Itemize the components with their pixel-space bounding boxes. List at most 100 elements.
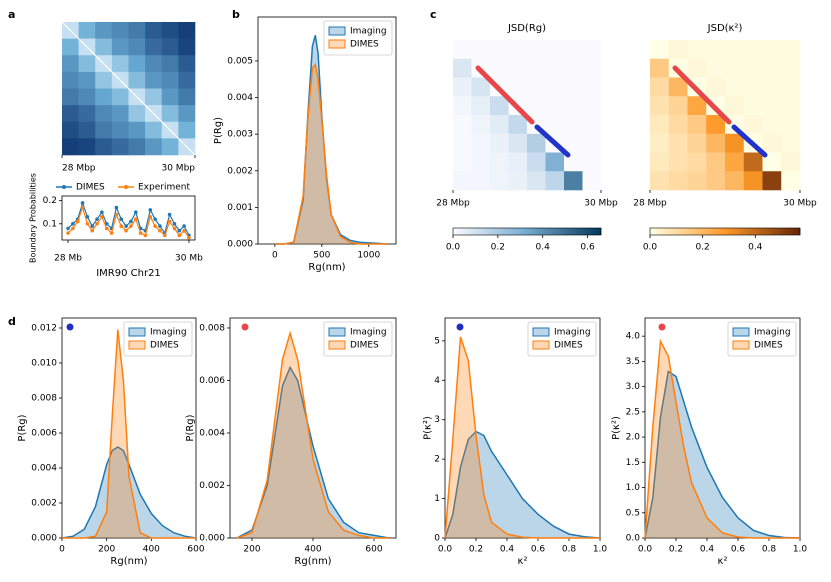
heatmap-cell xyxy=(582,115,602,135)
colorbar-segment xyxy=(795,228,798,235)
colorbar-segment xyxy=(685,228,688,235)
data-point xyxy=(129,224,133,228)
heatmap-cell xyxy=(161,105,179,123)
colorbar-tick-label: 0.4 xyxy=(748,243,763,253)
y-tick-label: 0.1 xyxy=(43,219,57,229)
colorbar-segment xyxy=(652,228,656,235)
region-strip xyxy=(731,124,768,158)
data-point xyxy=(119,217,124,221)
colorbar-segment xyxy=(775,228,778,235)
data-point xyxy=(138,231,143,235)
colorbar-segment xyxy=(541,228,545,235)
data-point xyxy=(172,226,177,231)
legend-label: DIMES xyxy=(754,341,783,351)
heatmap-cell xyxy=(706,77,726,97)
legend-label: DIMES xyxy=(150,341,179,351)
colorbar-segment xyxy=(765,228,768,235)
heatmap-cell xyxy=(781,171,801,191)
y-tick-label: 0.002 xyxy=(199,481,225,491)
heatmap-cell xyxy=(743,171,763,191)
density-line xyxy=(444,336,600,539)
data-point xyxy=(124,224,128,228)
heatmap-cell xyxy=(145,71,163,89)
data-point xyxy=(100,215,104,219)
density-area xyxy=(645,341,800,538)
x-tick-label: 400 xyxy=(304,545,321,555)
heatmap-cell xyxy=(687,58,707,78)
data-point xyxy=(148,215,153,219)
x-tick-label: 400 xyxy=(143,545,160,555)
plot-frame xyxy=(61,195,196,241)
heatmap-cell xyxy=(725,40,745,60)
legend-label: Experiment xyxy=(138,183,190,193)
legend-label: Imaging xyxy=(554,328,591,338)
heatmap-cell xyxy=(527,171,546,191)
colorbar-segment xyxy=(573,228,577,235)
y-tick-label: 0.0 xyxy=(626,534,641,544)
heatmap-cell xyxy=(564,171,583,191)
heatmap-cell xyxy=(743,115,763,135)
heatmap-cell xyxy=(128,22,146,39)
x-axis-label: Rg(nm) xyxy=(294,556,331,567)
data-point xyxy=(104,226,109,231)
colorbar-tick-label: 0.0 xyxy=(643,243,658,253)
colorbar-segment xyxy=(740,228,743,235)
colorbar-segment xyxy=(509,228,513,235)
colorbar-segment xyxy=(576,228,580,235)
heatmap-cell xyxy=(582,96,602,116)
colorbar-segment xyxy=(490,228,493,235)
colorbar-segment xyxy=(725,228,728,235)
heatmap-cell xyxy=(111,22,129,39)
colorbar-segment xyxy=(745,228,748,235)
heatmap-cell xyxy=(582,171,602,191)
colorbar-segment xyxy=(551,228,555,235)
colorbar-segment xyxy=(561,228,565,235)
colorbar-segment xyxy=(467,228,471,235)
heatmap-cell xyxy=(762,96,782,116)
heatmap-cell xyxy=(111,55,129,73)
colorbar-segment xyxy=(564,228,567,235)
heatmap-cell xyxy=(762,115,782,135)
data-point xyxy=(148,208,153,212)
x-tick-label: 200 xyxy=(98,545,115,555)
colorbar-segment xyxy=(722,228,726,235)
colorbar-segment xyxy=(717,228,721,235)
colorbar-segment xyxy=(522,228,525,235)
heatmap-cell xyxy=(582,40,602,60)
heatmap-cell xyxy=(128,105,146,123)
colorbar-segment xyxy=(480,228,483,235)
density-line xyxy=(236,330,390,539)
colorbar-segment xyxy=(517,228,520,235)
colorbar-segment xyxy=(735,228,738,235)
colorbar-segment xyxy=(512,228,515,235)
density-line xyxy=(644,370,801,539)
legend-box xyxy=(727,321,797,357)
colorbar-segment xyxy=(588,228,592,235)
heatmap-cell xyxy=(564,40,583,60)
colorbar-segment xyxy=(670,228,673,235)
colorbar-segment xyxy=(705,228,708,235)
heatmap-cell xyxy=(471,115,491,135)
colorbar-segment xyxy=(727,228,731,235)
data-point xyxy=(133,210,138,215)
heatmap-cell xyxy=(453,152,472,172)
data-point xyxy=(119,224,124,228)
x-tick-label: 30 Mbp xyxy=(584,199,618,209)
colorbar-tick-label: 0.0 xyxy=(446,243,461,253)
x-tick-label: 0.0 xyxy=(638,545,653,555)
heatmap-cell xyxy=(161,38,179,56)
colorbar-segment xyxy=(581,228,585,235)
panel-label: c xyxy=(430,8,437,21)
data-point xyxy=(153,217,157,221)
data-point xyxy=(104,221,109,226)
plot-frame xyxy=(444,317,601,539)
y-tick-label: 0.012 xyxy=(31,323,57,333)
colorbar-segment xyxy=(650,228,653,235)
heatmap-cell xyxy=(62,71,79,89)
colorbar-segment xyxy=(692,228,696,235)
heatmap-cell xyxy=(762,77,782,97)
heatmap-cell xyxy=(145,55,163,73)
heatmap-cell xyxy=(668,133,688,153)
data-point xyxy=(114,212,119,217)
heatmap-cell xyxy=(178,38,196,56)
